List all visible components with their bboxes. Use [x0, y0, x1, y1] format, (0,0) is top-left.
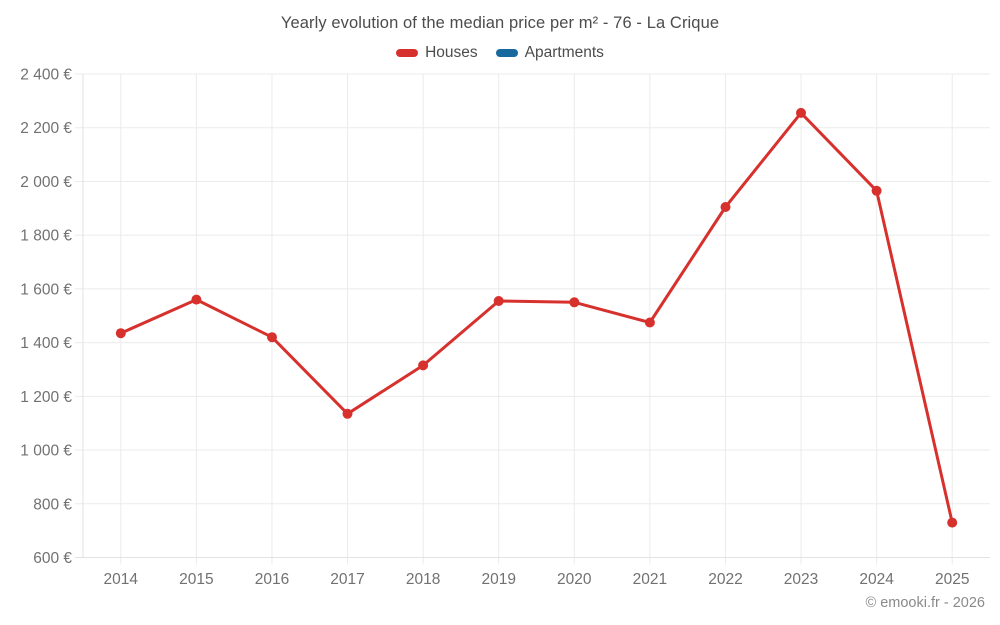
data-point-houses-2017[interactable]: [342, 408, 353, 419]
x-axis-tick-label: 2024: [859, 571, 894, 588]
data-point-houses-2023[interactable]: [796, 107, 806, 118]
legend-label-houses: Houses: [425, 44, 478, 61]
chart-title: Yearly evolution of the median price per…: [280, 14, 720, 32]
y-axis-tick-label: 2 200 €: [20, 120, 72, 137]
x-axis-tick-label: 2025: [935, 571, 969, 588]
data-point-houses-2015[interactable]: [191, 294, 202, 305]
y-axis-tick-label: 1 400 €: [20, 335, 72, 352]
legend-item-houses[interactable]: Houses: [396, 44, 478, 62]
y-axis-tick-label: 600 €: [33, 550, 72, 567]
data-point-houses-2020[interactable]: [569, 297, 580, 308]
data-point-houses-2025[interactable]: [947, 517, 958, 528]
x-axis-tick-label: 2022: [708, 571, 742, 588]
houses-series-line: [119, 111, 954, 525]
x-axis-tick-label: 2023: [784, 571, 818, 588]
x-axis-tick-label: 2014: [104, 571, 139, 588]
y-axis-tick-label: 2 000 €: [20, 174, 72, 191]
data-point-houses-2021[interactable]: [644, 317, 655, 328]
y-axis-tick-label: 1 600 €: [20, 281, 72, 298]
x-axis-tick-label: 2017: [330, 571, 364, 588]
apartments-series-swatch: [495, 49, 518, 57]
data-point-houses-2024[interactable]: [871, 185, 882, 196]
x-axis-tick-label: 2018: [406, 571, 440, 588]
x-axis-tick-label: 2019: [481, 571, 515, 588]
x-axis-tick-label: 2015: [179, 571, 213, 588]
legend: Houses Apartments: [0, 44, 1000, 62]
copyright-credit: © emooki.fr - 2026: [865, 595, 985, 611]
x-axis-tick-label: 2020: [557, 571, 592, 588]
y-axis-tick-label: 1 800 €: [20, 228, 72, 245]
y-axis-tick-label: 2 400 €: [20, 67, 72, 84]
x-axis-tick-label: 2016: [255, 571, 289, 588]
x-axis-tick-label: 2021: [633, 571, 667, 588]
data-point-houses-2014[interactable]: [115, 328, 126, 339]
data-point-houses-2022[interactable]: [720, 202, 731, 212]
data-point-houses-2019[interactable]: [493, 296, 504, 306]
data-point-houses-2016[interactable]: [267, 332, 277, 343]
data-point-houses-2018[interactable]: [418, 360, 429, 371]
legend-label-apartments: Apartments: [524, 44, 604, 61]
y-axis-tick-label: 1 200 €: [20, 389, 72, 406]
houses-series-swatch: [396, 49, 419, 57]
y-axis-tick-label: 800 €: [33, 496, 72, 513]
y-axis-tick-label: 1 000 €: [20, 443, 72, 460]
legend-item-apartments[interactable]: Apartments: [495, 44, 604, 62]
